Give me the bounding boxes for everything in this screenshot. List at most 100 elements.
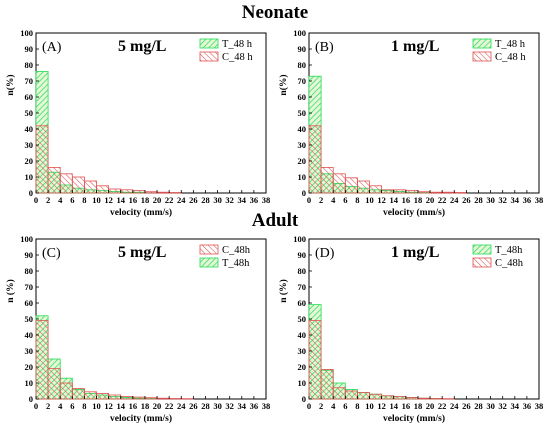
y-tick-label: 100 — [20, 28, 33, 38]
bar-c-11 — [441, 191, 455, 194]
x-tick-label: 32 — [498, 401, 507, 411]
bar-c-1 — [320, 166, 334, 194]
bar-c-4 — [84, 391, 97, 400]
x-axis-label: velocity (mm/s) — [383, 413, 445, 424]
x-tick-label: 4 — [58, 401, 63, 411]
x-tick-label: 38 — [262, 401, 271, 411]
y-tick-label: 30 — [298, 346, 307, 356]
y-tick-label: 90 — [25, 44, 34, 54]
y-tick-label: 20 — [298, 362, 307, 372]
legend-swatch-t — [199, 38, 219, 49]
legend-swatch-t — [472, 244, 492, 255]
bar-c-9 — [417, 191, 431, 194]
x-tick-label: 32 — [225, 401, 234, 411]
y-tick-label: 100 — [20, 234, 33, 244]
x-tick-label: 36 — [523, 401, 532, 411]
legend-swatch-c — [199, 244, 219, 255]
x-tick-label: 12 — [377, 401, 386, 411]
y-tick-label: 10 — [25, 378, 34, 388]
concentration-label: 1 mg/L — [391, 38, 439, 55]
y-tick-label: 90 — [298, 44, 307, 54]
bar-c-10 — [156, 397, 170, 400]
x-tick-label: 36 — [250, 401, 259, 411]
x-tick-label: 34 — [511, 401, 520, 411]
x-tick-label: 10 — [365, 195, 374, 205]
x-tick-label: 20 — [153, 401, 162, 411]
legend-swatch-c — [199, 51, 219, 62]
bar-c-10 — [429, 191, 443, 194]
x-tick-label: 6 — [343, 401, 347, 411]
bar-c-3 — [344, 177, 358, 194]
x-tick-label: 6 — [70, 195, 74, 205]
x-tick-label: 30 — [486, 401, 495, 411]
bar-c-6 — [108, 394, 122, 400]
x-tick-label: 12 — [104, 195, 113, 205]
x-tick-label: 6 — [343, 195, 347, 205]
x-axis-label: velocity (mm/s) — [383, 207, 445, 218]
legend-label-c: C_48h — [222, 245, 251, 256]
concentration-label: 5 mg/L — [118, 38, 166, 55]
bar-c-6 — [108, 188, 122, 194]
x-tick-label: 8 — [355, 401, 359, 411]
legend-label-c: C_48 h — [222, 52, 253, 63]
x-tick-label: 16 — [402, 195, 411, 205]
y-tick-label: 0 — [29, 188, 33, 198]
x-tick-label: 10 — [92, 401, 101, 411]
x-tick-label: 14 — [116, 401, 125, 411]
y-tick-label: 40 — [298, 330, 307, 340]
bar-c-5 — [96, 392, 110, 400]
x-tick-label: 26 — [189, 195, 198, 205]
y-tick-label: 20 — [298, 156, 307, 166]
x-tick-label: 8 — [82, 401, 86, 411]
bar-c-4 — [357, 180, 370, 194]
legend-label-t: T_48 h — [222, 39, 253, 50]
x-tick-label: 0 — [34, 195, 38, 205]
bar-c-7 — [393, 396, 407, 400]
bar-c-3 — [71, 388, 85, 400]
y-tick-label: 90 — [25, 250, 34, 260]
bar-c-7 — [120, 189, 134, 194]
y-tick-label: 70 — [298, 282, 307, 292]
bar-c-0 — [308, 320, 322, 400]
bar-c-10 — [156, 191, 170, 194]
x-tick-label: 30 — [213, 401, 222, 411]
bar-c-6 — [381, 189, 395, 194]
panel-label: (D) — [315, 246, 335, 261]
x-tick-label: 14 — [389, 195, 398, 205]
bar-c-1 — [47, 368, 61, 400]
x-tick-label: 28 — [474, 195, 483, 205]
panel-label: (A) — [42, 40, 62, 55]
x-tick-label: 0 — [34, 401, 38, 411]
y-axis-label: n(%) — [5, 74, 16, 95]
x-tick-label: 18 — [141, 195, 150, 205]
bar-c-1 — [47, 166, 61, 194]
y-tick-label: 80 — [25, 60, 34, 70]
bar-c-6 — [381, 395, 395, 400]
x-tick-label: 16 — [129, 401, 138, 411]
x-tick-label: 10 — [92, 195, 101, 205]
y-tick-label: 70 — [25, 76, 34, 86]
y-tick-label: 20 — [25, 156, 34, 166]
x-tick-label: 14 — [389, 401, 398, 411]
bar-c-9 — [417, 397, 431, 400]
y-tick-label: 0 — [302, 188, 306, 198]
bar-c-0 — [35, 125, 49, 194]
x-tick-label: 32 — [498, 195, 507, 205]
y-tick-label: 60 — [298, 298, 307, 308]
bar-c-4 — [84, 180, 97, 194]
y-tick-label: 80 — [298, 266, 307, 276]
x-tick-label: 18 — [414, 401, 423, 411]
panel-label: (C) — [42, 246, 61, 261]
y-tick-label: 100 — [293, 28, 306, 38]
x-tick-label: 4 — [331, 401, 336, 411]
x-tick-label: 26 — [462, 401, 471, 411]
x-tick-label: 24 — [450, 401, 459, 411]
y-tick-label: 60 — [25, 92, 34, 102]
x-tick-label: 24 — [177, 401, 186, 411]
legend-swatch-c — [472, 51, 492, 62]
row-title-neonate: Neonate — [241, 2, 309, 23]
x-tick-label: 26 — [462, 195, 471, 205]
x-tick-label: 2 — [46, 401, 50, 411]
bar-c-4 — [357, 392, 370, 400]
